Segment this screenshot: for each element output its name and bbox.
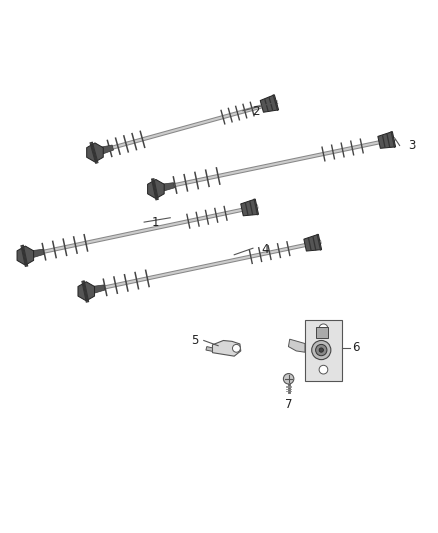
Polygon shape (102, 145, 113, 154)
Circle shape (319, 348, 323, 352)
Circle shape (319, 324, 328, 333)
Bar (316, 327, 328, 338)
Polygon shape (148, 180, 164, 199)
Polygon shape (304, 235, 321, 251)
Polygon shape (17, 246, 34, 265)
Text: 2: 2 (252, 105, 259, 118)
Polygon shape (212, 341, 241, 356)
Circle shape (283, 374, 294, 384)
Polygon shape (93, 285, 105, 293)
Polygon shape (78, 282, 95, 301)
Polygon shape (162, 183, 175, 191)
Text: 4: 4 (261, 243, 269, 256)
Text: 1: 1 (152, 216, 159, 230)
Circle shape (316, 344, 327, 356)
Polygon shape (260, 95, 279, 112)
Polygon shape (241, 199, 258, 216)
Circle shape (233, 344, 240, 352)
Text: 5: 5 (191, 334, 198, 347)
Bar (305, 320, 342, 381)
Text: 3: 3 (408, 139, 416, 152)
Polygon shape (32, 249, 44, 257)
Circle shape (312, 341, 331, 360)
Polygon shape (87, 143, 103, 162)
Circle shape (319, 365, 328, 374)
Text: 6: 6 (352, 342, 359, 354)
Polygon shape (378, 132, 396, 148)
Polygon shape (288, 339, 305, 352)
Polygon shape (206, 346, 212, 351)
Text: 7: 7 (285, 398, 293, 411)
